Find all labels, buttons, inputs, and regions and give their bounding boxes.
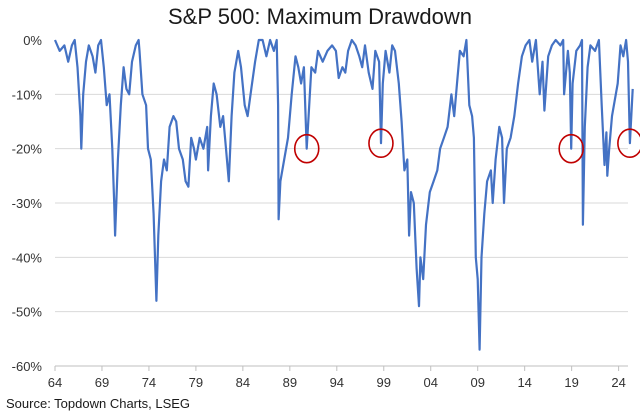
x-tick-label: 84 — [236, 375, 250, 390]
x-tick-label: 94 — [330, 375, 344, 390]
x-tick-label: 24 — [611, 375, 625, 390]
y-tick-label: -60% — [12, 359, 43, 374]
highlight-circle — [293, 133, 320, 164]
x-tick-label: 74 — [142, 375, 156, 390]
chart-title: S&P 500: Maximum Drawdown — [167, 4, 473, 29]
highlight-layer — [293, 128, 640, 164]
y-tick-labels: 0% -10% -20% -30% -40% -50% -60% — [12, 33, 43, 374]
x-tick-label: 99 — [377, 375, 391, 390]
series-layer — [53, 38, 634, 351]
x-tick-labels: 64 69 74 79 84 89 94 99 04 09 14 19 24 — [48, 375, 626, 390]
x-tick-label: 69 — [95, 375, 109, 390]
y-tick-label: -50% — [12, 305, 43, 320]
y-tick-label: -40% — [12, 250, 43, 265]
gridlines — [55, 93, 628, 367]
y-tick-label: -10% — [12, 87, 43, 102]
drawdown-line — [53, 38, 634, 351]
x-tick-label: 14 — [517, 375, 531, 390]
x-tick-label: 09 — [470, 375, 484, 390]
highlight-circle — [368, 128, 394, 159]
x-tick-label: 19 — [564, 375, 578, 390]
y-tick-label: 0% — [23, 33, 42, 48]
y-tick-label: -20% — [12, 142, 43, 157]
x-tick-label: 79 — [189, 375, 203, 390]
highlight-circle — [617, 128, 640, 159]
source-note: Source: Topdown Charts, LSEG — [6, 396, 191, 411]
axes — [54, 365, 628, 371]
highlight-circle — [558, 133, 584, 164]
x-tick-label: 64 — [48, 375, 62, 390]
y-tick-label: -30% — [12, 196, 43, 211]
x-tick-label: 89 — [283, 375, 297, 390]
x-tick-label: 04 — [424, 375, 438, 390]
